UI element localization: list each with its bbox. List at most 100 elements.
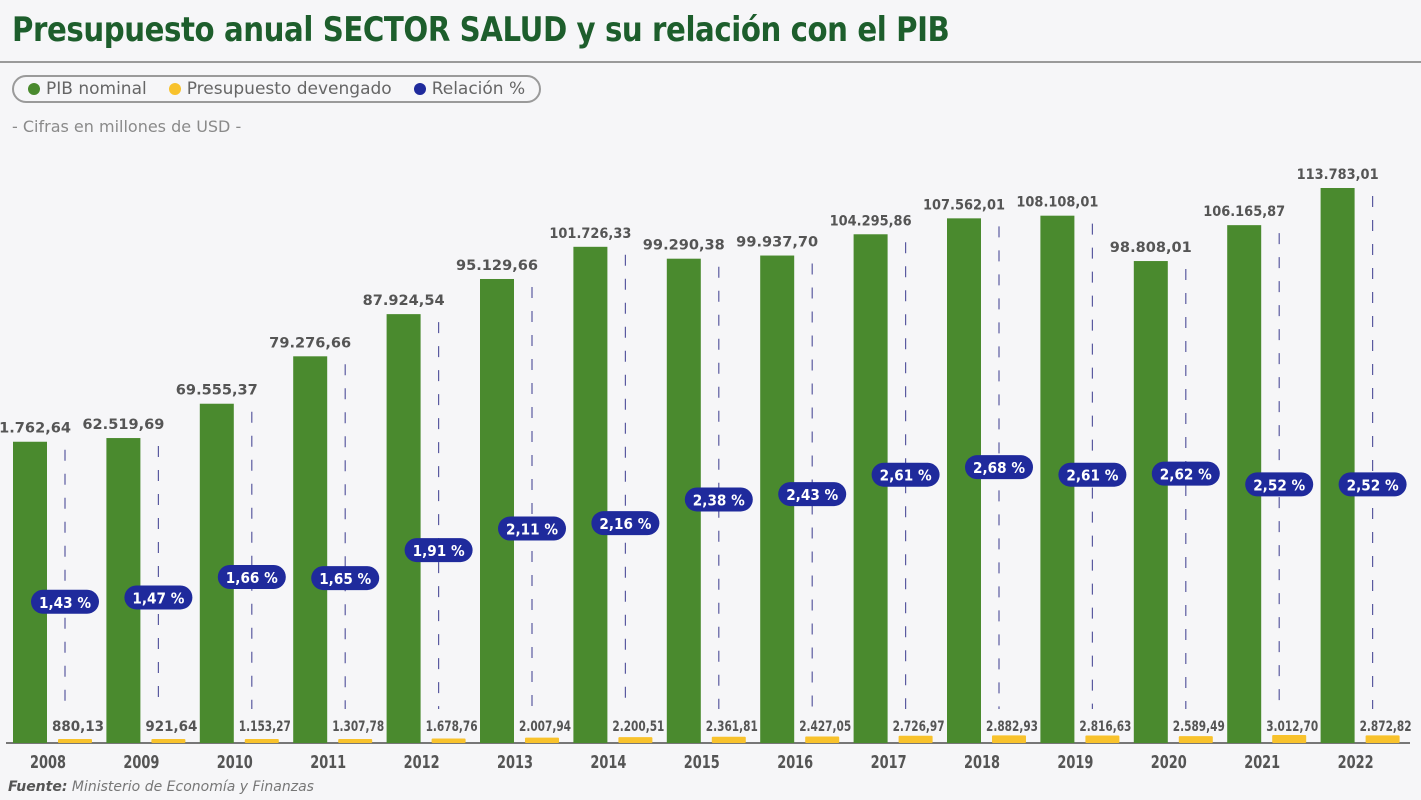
relacion-pill <box>1245 472 1314 497</box>
pib-value-label: 87.924,54 <box>363 293 445 309</box>
relacion-pill <box>31 589 99 614</box>
presupuesto-value-label: 1.307,78 <box>332 719 384 735</box>
x-tick-label: 2022 <box>1338 752 1374 773</box>
relacion-pill <box>1338 472 1407 497</box>
pib-value-label: 101.726,33 <box>549 226 631 242</box>
presupuesto-bar <box>431 738 466 743</box>
legend-swatch-relacion <box>413 83 426 95</box>
x-tick-label: 2020 <box>1151 752 1187 773</box>
relacion-value-label: 2,52 % <box>1253 476 1305 494</box>
presupuesto-value-label: 2.882,93 <box>986 719 1038 735</box>
legend-swatch-pib <box>28 83 40 95</box>
x-tick-label: 2013 <box>497 752 533 773</box>
presupuesto-bar <box>151 739 186 743</box>
presupuesto-value-label: 2.589,49 <box>1173 719 1225 735</box>
pib-value-label: 99.937,70 <box>736 235 818 251</box>
relacion-value-label: 2,11 % <box>506 521 558 539</box>
x-tick-label: 2008 <box>30 752 66 773</box>
pib-bar <box>947 218 981 743</box>
pib-value-label: 99.290,38 <box>643 238 725 254</box>
relacion-value-label: 2,16 % <box>599 515 651 533</box>
pib-value-label: 113.783,01 <box>1297 167 1379 183</box>
pib-bar <box>293 356 328 743</box>
relacion-pill <box>124 585 193 610</box>
presupuesto-bar <box>1365 735 1400 743</box>
presupuesto-value-label: 2.200,51 <box>612 719 664 735</box>
pib-value-label: 108.108,01 <box>1016 195 1098 211</box>
x-tick-label: 2009 <box>123 752 159 773</box>
relacion-value-label: 1,65 % <box>319 570 371 588</box>
legend-label-relacion: Relación % <box>431 79 526 99</box>
x-tick-label: 2015 <box>684 752 720 773</box>
pib-bar <box>573 246 608 743</box>
pib-bar <box>1320 188 1355 743</box>
pib-bar <box>853 234 888 744</box>
presupuesto-bar <box>1178 736 1213 743</box>
x-tick-label: 2017 <box>871 752 907 773</box>
relacion-value-label: 2,52 % <box>1347 476 1399 494</box>
relacion-value-label: 2,61 % <box>1066 467 1118 485</box>
legend-item-pib: PIB nominal <box>28 79 147 99</box>
relacion-pill <box>1058 462 1127 487</box>
source-label: Fuente: <box>8 779 68 795</box>
presupuesto-bar <box>805 736 840 743</box>
relacion-value-label: 1,66 % <box>226 569 278 587</box>
presupuesto-bar <box>244 739 279 743</box>
presupuesto-bar <box>525 737 559 743</box>
relacion-pill <box>1151 461 1220 486</box>
relacion-pill <box>311 566 380 591</box>
pib-value-label: 61.762,64 <box>0 421 71 437</box>
pib-value-label: 69.555,37 <box>176 383 258 399</box>
legend-item-relacion: Relación % <box>413 79 526 99</box>
x-tick-label: 2012 <box>404 752 440 773</box>
presupuesto-value-label: 2.726,97 <box>893 719 945 735</box>
presupuesto-value-label: 2.872,82 <box>1360 719 1412 735</box>
pib-bar <box>480 278 514 743</box>
presupuesto-bar <box>1272 735 1307 743</box>
presupuesto-value-label: 3.012,70 <box>1266 719 1318 735</box>
pib-bar <box>386 314 421 743</box>
pib-value-label: 106.165,87 <box>1203 204 1285 220</box>
relacion-value-label: 1,47 % <box>132 589 184 607</box>
legend-label-pib: PIB nominal <box>46 79 147 99</box>
relacion-value-label: 2,62 % <box>1160 466 1212 484</box>
legend-item-presupuesto: Presupuesto devengado <box>168 79 392 99</box>
relacion-value-label: 2,68 % <box>973 459 1025 477</box>
relacion-value-label: 1,91 % <box>413 542 465 560</box>
source-text: Ministerio de Economía y Finanzas <box>71 779 314 795</box>
x-tick-label: 2011 <box>310 752 346 773</box>
relacion-pill <box>404 538 473 563</box>
relacion-pill <box>217 565 286 589</box>
relacion-pill <box>778 482 847 507</box>
legend-label-presupuesto: Presupuesto devengado <box>186 79 392 99</box>
pib-value-label: 62.519,69 <box>82 417 164 433</box>
chart-subtitle: - Cifras en millones de USD - <box>12 117 242 136</box>
relacion-pill <box>498 516 566 541</box>
presupuesto-value-label: 921,64 <box>145 719 197 735</box>
relacion-value-label: 2,43 % <box>786 486 838 504</box>
x-tick-label: 2021 <box>1244 752 1280 773</box>
pib-value-label: 95.129,66 <box>456 258 538 274</box>
pib-value-label: 98.808,01 <box>1110 240 1192 256</box>
x-tick-label: 2010 <box>217 752 253 773</box>
presupuesto-value-label: 1.153,27 <box>239 719 291 735</box>
presupuesto-bar <box>898 735 933 743</box>
presupuesto-value-label: 2.007,94 <box>519 719 571 735</box>
presupuesto-value-label: 2.816,63 <box>1079 719 1131 735</box>
pib-value-label: 104.295,86 <box>830 213 912 229</box>
presupuesto-value-label: 1.678,76 <box>426 719 478 735</box>
x-tick-label: 2018 <box>964 752 1000 773</box>
presupuesto-bar <box>58 739 92 743</box>
legend-swatch-presupuesto <box>168 83 181 95</box>
pib-value-label: 107.562,01 <box>923 197 1005 213</box>
presupuesto-bar <box>992 735 1026 743</box>
page-title: Presupuesto anual SECTOR SALUD y su rela… <box>12 10 950 50</box>
presupuesto-bar <box>618 737 653 743</box>
relacion-value-label: 1,43 % <box>39 594 91 612</box>
x-tick-label: 2016 <box>777 752 813 773</box>
relacion-pill <box>965 455 1033 480</box>
presupuesto-bar <box>1085 735 1120 743</box>
relacion-pill <box>871 462 940 487</box>
presupuesto-value-label: 880,13 <box>52 719 104 735</box>
